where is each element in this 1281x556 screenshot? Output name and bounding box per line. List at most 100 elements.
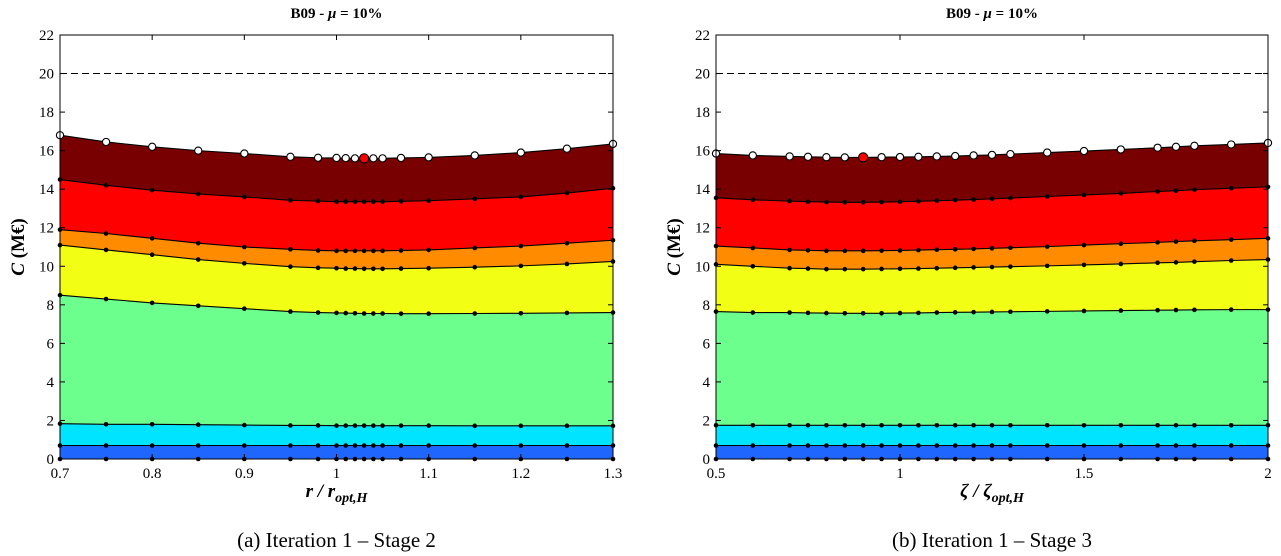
marker-boundary-4 [103, 247, 109, 253]
marker-boundary-2 [879, 422, 884, 428]
marker-boundary-5 [842, 248, 848, 254]
marker-boundary-6 [860, 199, 866, 205]
marker-boundary-1 [315, 443, 321, 448]
x-tick-label: 2 [1264, 466, 1272, 482]
marker-boundary-3 [1173, 307, 1179, 313]
marker-total [341, 154, 350, 163]
marker-total [822, 153, 831, 162]
marker-boundary-2 [860, 422, 866, 428]
marker-boundary-6 [989, 196, 995, 202]
band-1 [60, 445, 613, 459]
marker-boundary-5 [103, 231, 109, 236]
marker-total [877, 153, 886, 162]
marker-boundary-4 [1228, 258, 1234, 263]
marker-boundary-1 [334, 443, 339, 448]
marker-boundary-5 [1008, 245, 1013, 251]
y-tick-label: 14 [695, 182, 711, 198]
x-tick-label: 1 [333, 466, 341, 482]
marker-boundary-5 [916, 247, 921, 253]
marker-boundary-3 [842, 310, 848, 316]
marker-boundary-3 [1118, 308, 1124, 313]
y-tick-label: 18 [39, 105, 54, 121]
marker-total [803, 152, 813, 161]
y-tick-label: 12 [39, 221, 54, 237]
marker-boundary-6 [371, 199, 376, 205]
x-tick-label: 1.3 [604, 466, 623, 482]
marker-boundary-3 [952, 310, 958, 315]
marker-boundary-1 [103, 443, 109, 448]
marker-total [194, 146, 203, 155]
y-axis-label-main: C [8, 263, 29, 276]
marker-boundary-1 [860, 443, 866, 448]
y-tick-label: 18 [695, 105, 710, 121]
marker-boundary-5 [989, 246, 995, 251]
marker-boundary-5 [879, 248, 884, 253]
marker-boundary-4 [315, 265, 321, 271]
y-tick-label: 12 [695, 221, 710, 237]
marker-boundary-1 [1081, 443, 1087, 448]
marker-boundary-3 [1081, 308, 1087, 314]
title-suffix: = 10% [336, 6, 382, 22]
band-6 [716, 186, 1268, 251]
marker-boundary-5 [1044, 244, 1050, 249]
marker-total [1079, 146, 1089, 156]
marker-boundary-2 [1155, 422, 1160, 428]
marker-boundary-3 [989, 309, 995, 315]
marker-boundary-4 [787, 265, 792, 271]
marker-boundary-3 [242, 306, 247, 311]
marker-boundary-4 [149, 252, 155, 258]
marker-boundary-3 [149, 300, 155, 306]
marker-boundary-4 [288, 264, 293, 269]
marker-boundary-4 [1081, 262, 1087, 268]
marker-boundary-6 [195, 191, 201, 197]
marker-boundary-3 [288, 309, 293, 314]
marker-boundary-6 [149, 187, 155, 193]
marker-boundary-2 [195, 422, 201, 427]
marker-boundary-2 [750, 422, 756, 428]
title-suffix: = 10% [992, 6, 1038, 22]
marker-boundary-6 [103, 183, 109, 188]
marker-boundary-6 [916, 199, 921, 204]
marker-boundary-4 [1192, 259, 1197, 264]
marker-boundary-5 [380, 248, 385, 254]
marker-boundary-6 [824, 199, 829, 205]
marker-boundary-1 [1192, 443, 1197, 448]
marker-boundary-6 [1118, 191, 1124, 196]
marker-boundary-1 [398, 443, 404, 448]
marker-boundary-2 [352, 423, 358, 428]
marker-boundary-6 [1044, 194, 1050, 199]
band-5 [716, 238, 1268, 270]
marker-total [785, 152, 794, 161]
marker-boundary-2 [242, 422, 247, 428]
marker-boundary-3 [934, 310, 940, 315]
marker-boundary-2 [1044, 422, 1050, 428]
marker-boundary-1 [1008, 443, 1013, 448]
marker-total [516, 148, 525, 157]
marker-boundary-3 [1228, 307, 1234, 312]
marker-boundary-4 [242, 261, 247, 266]
marker-boundary-6 [288, 198, 293, 203]
y-axis-label-unit: (M€) [8, 218, 29, 263]
marker-total [840, 153, 849, 162]
marker-boundary-2 [842, 422, 848, 428]
marker-total [1190, 141, 1199, 150]
title-symbol: μ [327, 6, 336, 22]
marker-boundary-1 [787, 443, 792, 448]
marker-total [987, 150, 997, 160]
marker-boundary-1 [426, 443, 431, 448]
marker-boundary-5 [518, 243, 524, 249]
marker-boundary-5 [952, 247, 958, 252]
band-6 [60, 179, 613, 251]
marker-boundary-3 [897, 310, 903, 316]
band-3 [716, 309, 1268, 426]
marker-boundary-4 [916, 266, 921, 271]
marker-boundary-3 [971, 309, 976, 315]
marker-total [895, 152, 905, 162]
marker-boundary-2 [343, 423, 349, 428]
marker-boundary-3 [518, 310, 524, 316]
y-tick-label: 8 [703, 298, 711, 314]
marker-boundary-1 [149, 443, 155, 448]
marker-boundary-1 [952, 443, 958, 448]
marker-boundary-5 [860, 248, 866, 254]
